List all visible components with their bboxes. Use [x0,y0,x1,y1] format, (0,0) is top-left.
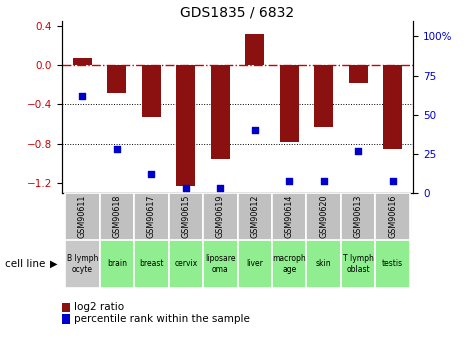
Bar [375,240,410,288]
Bar [306,240,341,288]
Bar [314,65,333,127]
Bar [134,193,169,240]
Bar [107,65,126,93]
Bar [272,193,306,240]
Bar [73,58,92,65]
Point [113,147,121,152]
Point [354,148,362,154]
Bar [65,193,100,240]
Point [148,171,155,177]
Bar [169,240,203,288]
Bar [142,65,161,117]
Text: cervix: cervix [174,259,198,268]
Bar [272,240,306,288]
Text: GSM90620: GSM90620 [319,195,328,238]
Text: GSM90615: GSM90615 [181,195,190,238]
Text: macroph
age: macroph age [272,254,306,274]
Bar [100,240,134,288]
Point [217,186,224,191]
Bar [65,240,100,288]
Text: skin: skin [316,259,332,268]
Bar [375,193,410,240]
Text: brain: brain [107,259,127,268]
Text: percentile rank within the sample: percentile rank within the sample [74,314,249,324]
Bar [238,193,272,240]
Text: GSM90617: GSM90617 [147,195,156,238]
Text: testis: testis [382,259,403,268]
Bar [176,65,195,186]
Text: GSM90616: GSM90616 [388,195,397,238]
Bar [211,65,230,159]
Bar [280,65,299,142]
Text: T lymph
oblast: T lymph oblast [342,254,373,274]
Bar [169,193,203,240]
Text: liver: liver [247,259,263,268]
Bar [383,65,402,149]
Text: GSM90614: GSM90614 [285,195,294,238]
Bar [349,65,368,83]
Text: B lymph
ocyte: B lymph ocyte [67,254,98,274]
Point [182,186,190,191]
Text: GSM90613: GSM90613 [353,195,362,238]
Point [320,178,327,184]
Bar [203,193,238,240]
Bar [306,193,341,240]
Text: GSM90611: GSM90611 [78,195,87,238]
Bar [100,193,134,240]
Text: GSM90619: GSM90619 [216,195,225,238]
Bar [203,240,238,288]
Point [251,128,258,133]
Title: GDS1835 / 6832: GDS1835 / 6832 [180,6,294,20]
Text: cell line: cell line [5,259,45,269]
Text: ▶: ▶ [50,259,57,269]
Text: breast: breast [139,259,163,268]
Text: liposare
oma: liposare oma [205,254,236,274]
Bar [134,240,169,288]
Text: log2 ratio: log2 ratio [74,303,124,312]
Bar [341,240,375,288]
Point [285,178,293,184]
Point [389,178,396,184]
Text: GSM90618: GSM90618 [113,195,122,238]
Bar [245,33,264,65]
Bar [341,193,375,240]
Point [79,93,86,99]
Text: GSM90612: GSM90612 [250,195,259,238]
Bar [238,240,272,288]
